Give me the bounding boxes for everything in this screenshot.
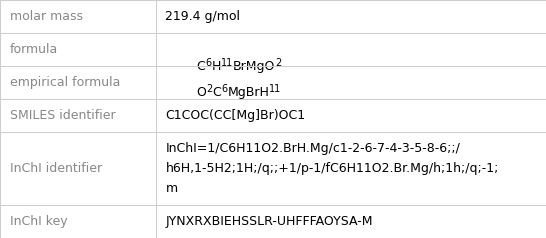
- Text: C: C: [197, 60, 205, 73]
- Text: 6: 6: [221, 84, 228, 94]
- Text: InChI key: InChI key: [10, 215, 68, 228]
- Text: 2: 2: [206, 84, 212, 94]
- Text: formula: formula: [10, 43, 58, 56]
- Text: empirical formula: empirical formula: [10, 76, 120, 89]
- Text: BrMgO: BrMgO: [233, 60, 275, 73]
- Text: 219.4 g/mol: 219.4 g/mol: [165, 10, 240, 23]
- Text: 6: 6: [205, 58, 211, 68]
- Text: InChI=1/C6H11O2.BrH.Mg/c1-2-6-7-4-3-5-8-6;;/: InChI=1/C6H11O2.BrH.Mg/c1-2-6-7-4-3-5-8-…: [165, 142, 460, 155]
- Text: JYNXRXBIEHSSLR-UHFFFAOYSA-M: JYNXRXBIEHSSLR-UHFFFAOYSA-M: [165, 215, 373, 228]
- Text: C1COC(CC[Mg]Br)OC1: C1COC(CC[Mg]Br)OC1: [165, 109, 306, 122]
- Text: molar mass: molar mass: [10, 10, 83, 23]
- Text: 11: 11: [221, 58, 233, 68]
- Text: m: m: [165, 182, 177, 195]
- Text: H: H: [211, 60, 221, 73]
- Text: MgBrH: MgBrH: [228, 86, 269, 99]
- Text: O: O: [197, 86, 206, 99]
- Text: SMILES identifier: SMILES identifier: [10, 109, 115, 122]
- Text: InChI identifier: InChI identifier: [10, 162, 102, 175]
- Text: 11: 11: [269, 84, 282, 94]
- Text: h6H,1-5H2;1H;/q;;+1/p-1/fC6H11O2.Br.Mg/h;1h;/q;-1;: h6H,1-5H2;1H;/q;;+1/p-1/fC6H11O2.Br.Mg/h…: [165, 162, 499, 175]
- Text: 2: 2: [275, 58, 282, 68]
- Text: C: C: [212, 86, 221, 99]
